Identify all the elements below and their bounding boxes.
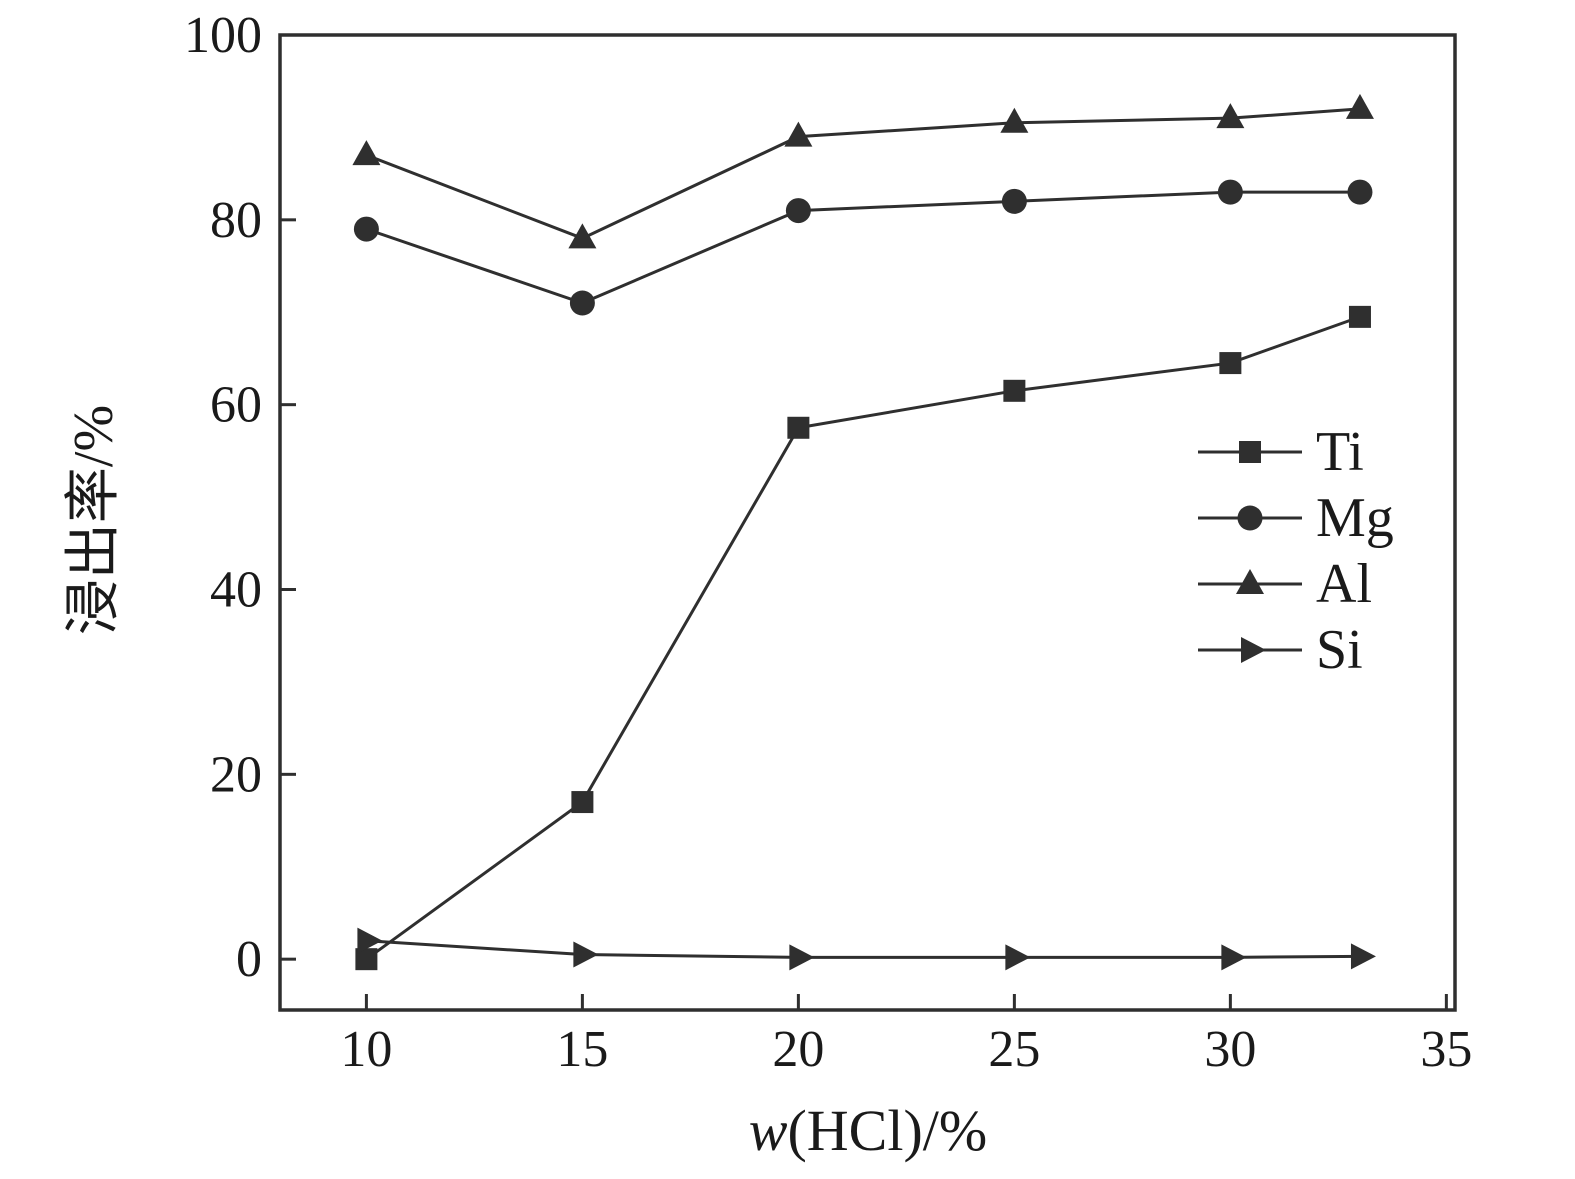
circle-marker-icon <box>1217 179 1243 205</box>
series-Si-markers <box>357 927 1376 971</box>
legend-item-Ti: Ti <box>1198 421 1364 483</box>
legend-item-Al: Al <box>1198 553 1372 615</box>
square-marker-icon <box>1219 352 1242 375</box>
circle-marker-icon <box>1001 188 1027 214</box>
legend-label: Al <box>1316 553 1372 615</box>
triangle-right-marker-icon <box>789 944 815 971</box>
x-axis-label-unit: (HCl)/% <box>787 1098 987 1163</box>
y-tick-label: 60 <box>210 377 262 434</box>
series-Ti-line <box>365 315 1361 961</box>
x-tick-label: 20 <box>772 1021 824 1078</box>
y-tick-label: 20 <box>210 746 262 803</box>
x-tick-label: 30 <box>1204 1021 1256 1078</box>
triangle-up-marker-icon <box>1345 93 1374 119</box>
triangle-right-marker-icon <box>573 941 599 968</box>
circle-marker-icon <box>353 216 379 242</box>
triangle-up-marker-icon <box>784 121 813 147</box>
series-Si-line <box>366 939 1360 959</box>
series-Mg <box>353 179 1373 316</box>
triangle-up-marker-icon <box>568 223 597 249</box>
series-Ti-markers <box>355 305 1371 971</box>
triangle-right-marker-icon <box>1241 637 1266 663</box>
legend-item-Mg: Mg <box>1198 487 1394 549</box>
series-Al-markers <box>352 93 1374 249</box>
series-Mg-markers <box>353 179 1373 316</box>
triangle-up-marker-icon <box>1236 569 1264 594</box>
circle-marker-icon <box>569 290 595 316</box>
x-tick-label: 15 <box>556 1021 608 1078</box>
legend-label: Mg <box>1316 487 1394 549</box>
legend-item-Si: Si <box>1198 619 1363 681</box>
series-Si <box>357 927 1376 971</box>
y-axis-label: 浸出率/% <box>63 405 125 635</box>
series-Al <box>352 93 1374 249</box>
circle-marker-icon <box>785 198 811 224</box>
triangle-up-marker-icon <box>1000 107 1029 133</box>
x-axis-label-variable: w <box>749 1098 788 1163</box>
axes-frame <box>278 33 1457 1012</box>
triangle-right-marker-icon <box>1221 944 1247 971</box>
triangle-up-marker-icon <box>1216 103 1245 129</box>
triangle-up-marker-icon <box>352 140 381 166</box>
y-axis-ticks: 0 20 40 60 80 100 <box>184 7 296 988</box>
triangle-right-marker-icon <box>357 927 383 954</box>
series-Mg-line <box>365 190 1360 305</box>
square-marker-icon <box>787 416 810 439</box>
y-tick-label: 80 <box>210 192 262 249</box>
y-tick-label: 0 <box>236 931 262 988</box>
square-marker-icon <box>1348 305 1371 328</box>
square-marker-icon <box>355 948 378 971</box>
square-marker-icon <box>1003 379 1026 402</box>
x-tick-label: 10 <box>340 1021 392 1078</box>
triangle-right-marker-icon <box>1005 944 1031 971</box>
x-tick-label: 25 <box>988 1021 1040 1078</box>
x-axis-label: w(HCl)/% <box>749 1098 987 1163</box>
circle-marker-icon <box>1347 179 1373 205</box>
legend-label: Ti <box>1316 421 1364 483</box>
y-tick-label: 40 <box>210 562 262 619</box>
x-tick-label: 35 <box>1420 1021 1472 1078</box>
square-marker-icon <box>571 791 594 814</box>
circle-marker-icon <box>1237 505 1263 531</box>
y-tick-label: 100 <box>184 7 262 64</box>
square-marker-icon <box>1239 441 1261 463</box>
series-Ti <box>355 305 1371 971</box>
triangle-right-marker-icon <box>1350 943 1376 970</box>
x-axis-ticks: 10 15 20 25 30 35 <box>340 994 1472 1078</box>
series-Al-line <box>365 107 1361 240</box>
legend-label: Si <box>1316 619 1363 681</box>
